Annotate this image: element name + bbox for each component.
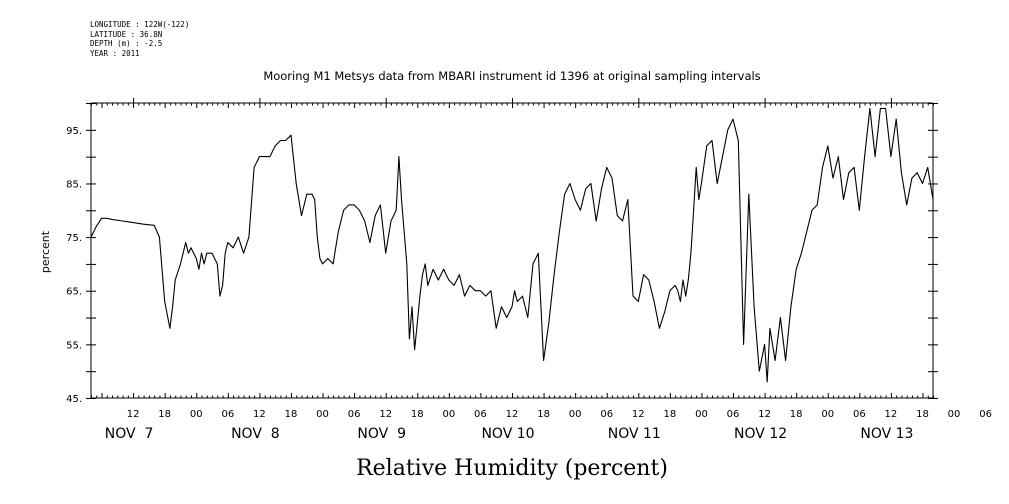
humidity-series-line [90, 107, 934, 383]
series-group [90, 107, 934, 383]
y-axis-label: percent [39, 230, 52, 273]
longitude-text: LONGITUDE : 122W(-122) [90, 20, 190, 29]
y-tick-label: 75. [66, 233, 82, 244]
x-hour-label: 06 [348, 409, 361, 420]
x-hour-label: 12 [379, 409, 392, 420]
x-hour-label: 18 [664, 409, 677, 420]
x-hour-label: 00 [569, 409, 582, 420]
y-tick-label: 45. [66, 394, 82, 405]
x-hour-label: 06 [221, 409, 234, 420]
metadata-block: LONGITUDE : 122W(-122) LATITUDE : 36.8N … [90, 20, 189, 58]
x-hour-label: 06 [979, 409, 992, 420]
x-hour-label: 18 [790, 409, 803, 420]
x-hour-label: 18 [411, 409, 424, 420]
year-text: YEAR : 2011 [90, 48, 140, 58]
x-day-label: NOV 8 [231, 426, 280, 442]
latitude-text: LATITUDE : 36.8N [90, 29, 163, 39]
plot-frame [90, 102, 934, 399]
x-day-label: NOV 13 [860, 426, 913, 442]
x-day-label: NOV 9 [357, 426, 406, 442]
x-hour-label: 12 [632, 409, 645, 420]
y-tick-label: 65. [66, 287, 82, 298]
x-hour-label: 18 [916, 409, 929, 420]
y-tick-label: 95. [66, 126, 82, 137]
x-hour-label: 18 [537, 409, 550, 420]
x-day-label: NOV 12 [734, 426, 787, 442]
x-hour-label: 00 [821, 409, 834, 420]
x-hour-label: 18 [158, 409, 171, 420]
x-day-label: NOV 10 [481, 426, 534, 442]
x-hour-label: 00 [948, 409, 961, 420]
ticks-group [86, 98, 938, 399]
x-hour-label: 00 [190, 409, 203, 420]
x-day-label: NOV 7 [105, 426, 154, 442]
x-hour-label: 00 [695, 409, 708, 420]
tick-labels-group: 45. 55. 65. 75. 85. 95. 12 18 00 06 12 18 00 06 12 18 00… [66, 126, 992, 442]
x-hour-label: 12 [506, 409, 519, 420]
x-day-label: NOV 11 [608, 426, 661, 442]
chart-title: Mooring M1 Metsys data from MBARI instru… [263, 69, 760, 83]
x-hour-label: 18 [285, 409, 298, 420]
x-hour-label: 00 [316, 409, 329, 420]
x-hour-label: 12 [885, 409, 898, 420]
x-hour-label: 12 [127, 409, 140, 420]
x-hour-label: 12 [253, 409, 266, 420]
y-tick-label: 85. [66, 179, 82, 190]
x-hour-label: 00 [442, 409, 455, 420]
x-hour-label: 12 [758, 409, 771, 420]
depth-text: DEPTH (m) : -2.5 [90, 39, 163, 48]
x-hour-label: 06 [853, 409, 866, 420]
x-hour-label: 06 [474, 409, 487, 420]
x-axis-label: Relative Humidity (percent) [356, 456, 668, 481]
x-hour-label: 06 [727, 409, 740, 420]
y-tick-label: 55. [66, 340, 82, 351]
x-hour-label: 06 [600, 409, 613, 420]
axes-group [90, 102, 934, 399]
